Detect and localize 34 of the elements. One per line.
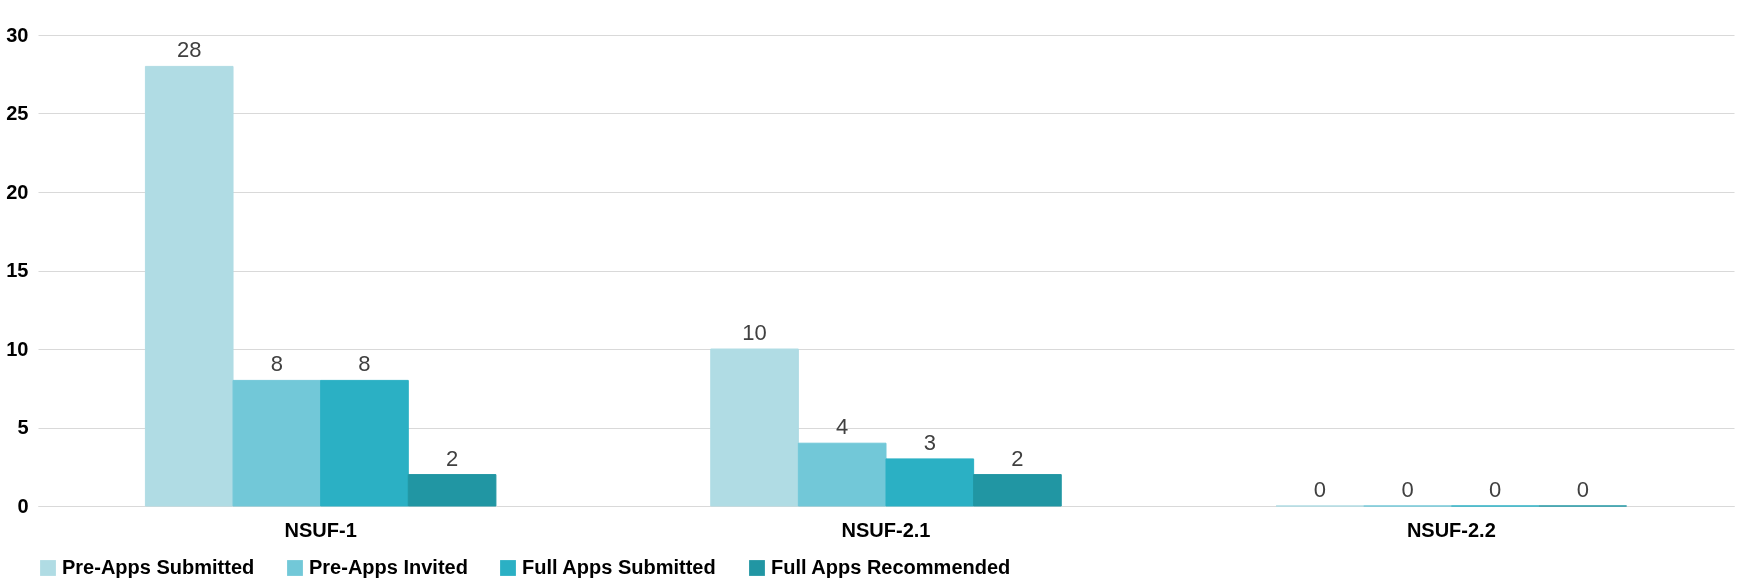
y-tick-label: 5	[17, 416, 29, 438]
bar	[407, 474, 497, 507]
data-label: 0	[1401, 477, 1414, 502]
data-label: 2	[1011, 445, 1024, 471]
data-label: 8	[358, 351, 371, 377]
data-label: 28	[176, 37, 202, 63]
data-label: 3	[923, 429, 936, 455]
x-tick-label: NSUF-1	[284, 518, 357, 541]
legend-label: Full Apps Submitted	[522, 556, 716, 578]
x-tick-label: NSUF-2.1	[841, 518, 931, 541]
bar	[885, 458, 975, 507]
x-tick-label: NSUF-2.2	[1406, 518, 1496, 541]
legend-label: Pre-Apps Submitted	[62, 556, 255, 578]
data-label: 10	[742, 320, 767, 345]
bar	[973, 474, 1062, 507]
data-label: 2	[445, 445, 459, 471]
data-label: 0	[1576, 477, 1589, 502]
bar	[232, 379, 322, 507]
y-tick-label: 30	[6, 23, 29, 46]
legend-label: Pre-Apps Invited	[309, 556, 468, 578]
y-tick-label: 10	[6, 337, 29, 360]
y-tick-label: 20	[6, 180, 29, 203]
y-tick-label: 25	[6, 102, 29, 124]
bar	[144, 65, 234, 507]
data-label: 4	[836, 414, 849, 440]
y-tick-label: 0	[17, 494, 29, 517]
y-tick-label: 15	[6, 259, 29, 281]
data-label: 8	[270, 351, 283, 377]
data-label: 0	[1313, 477, 1327, 502]
bar	[797, 442, 887, 507]
data-label: 0	[1489, 477, 1502, 502]
legend-label: Full Apps Recommended	[771, 556, 1011, 578]
bar	[710, 348, 799, 507]
bar	[320, 379, 409, 507]
